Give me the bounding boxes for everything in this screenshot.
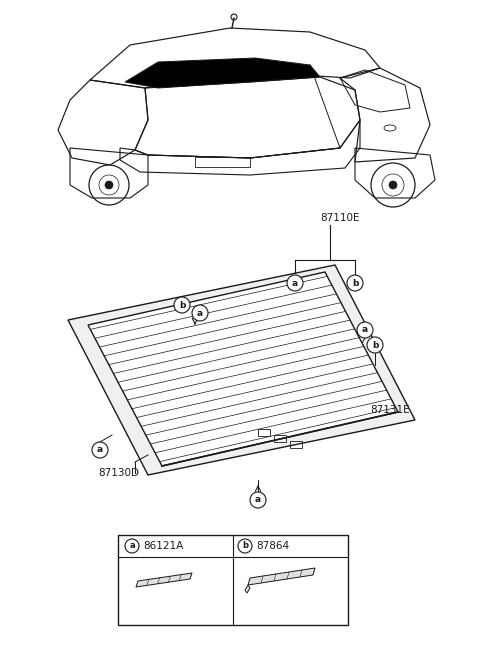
Text: 87110E: 87110E bbox=[320, 213, 360, 223]
Text: 87864: 87864 bbox=[256, 541, 289, 551]
Circle shape bbox=[389, 181, 397, 189]
Text: 87130D: 87130D bbox=[98, 468, 139, 478]
Text: b: b bbox=[242, 542, 248, 550]
Circle shape bbox=[125, 539, 139, 553]
Text: a: a bbox=[362, 326, 368, 335]
Text: a: a bbox=[129, 542, 135, 550]
Polygon shape bbox=[88, 272, 398, 466]
Circle shape bbox=[250, 492, 266, 508]
Circle shape bbox=[105, 181, 113, 189]
Circle shape bbox=[192, 305, 208, 321]
Circle shape bbox=[174, 297, 190, 313]
Text: 86121A: 86121A bbox=[143, 541, 183, 551]
Polygon shape bbox=[248, 568, 315, 585]
Text: b: b bbox=[352, 278, 358, 288]
Polygon shape bbox=[68, 265, 415, 475]
Polygon shape bbox=[245, 585, 250, 593]
Bar bbox=[195, 157, 250, 167]
Circle shape bbox=[92, 442, 108, 458]
Text: b: b bbox=[372, 341, 378, 350]
Text: 87131E: 87131E bbox=[370, 405, 409, 415]
Text: a: a bbox=[255, 495, 261, 504]
Bar bbox=[290, 441, 302, 448]
Text: a: a bbox=[197, 309, 203, 318]
Polygon shape bbox=[125, 58, 320, 88]
Circle shape bbox=[347, 275, 363, 291]
Circle shape bbox=[367, 337, 383, 353]
Text: a: a bbox=[292, 278, 298, 288]
Bar bbox=[258, 429, 270, 436]
Text: b: b bbox=[179, 301, 185, 310]
Text: a: a bbox=[97, 445, 103, 455]
Circle shape bbox=[287, 275, 303, 291]
Bar bbox=[118, 535, 348, 625]
Circle shape bbox=[238, 539, 252, 553]
Polygon shape bbox=[136, 573, 192, 587]
Bar bbox=[274, 435, 286, 442]
Circle shape bbox=[357, 322, 373, 338]
